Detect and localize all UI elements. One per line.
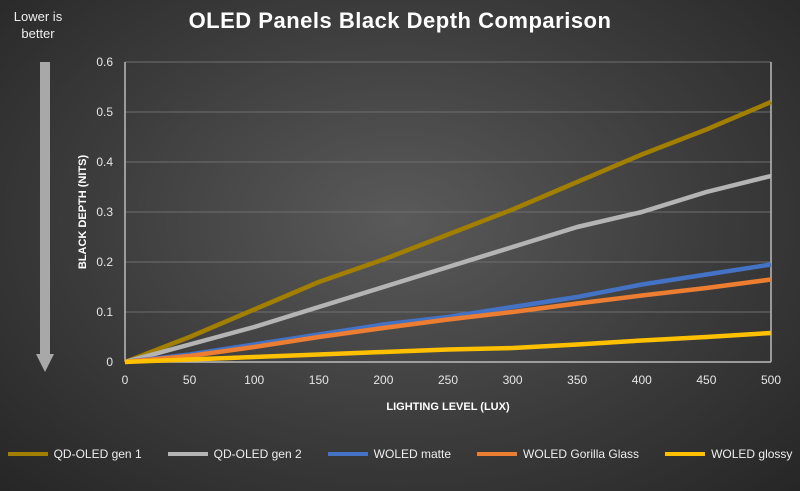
lower-is-better-note: Lower is better [13,9,63,41]
x-tick-label: 150 [309,373,329,387]
legend-label: QD-OLED gen 2 [213,447,302,461]
y-tick-label: 0.1 [96,305,113,319]
x-tick-label: 400 [632,373,652,387]
legend-swatch [7,452,48,456]
legend-label: WOLED Gorilla Glass [523,447,640,461]
y-tick-label: 0.4 [96,155,113,169]
x-tick-label: 450 [696,373,716,387]
legend-swatch [327,452,368,456]
legend-label: WOLED glossy [711,447,793,461]
legend: QD-OLED gen 1 QD-OLED gen 2 WOLED matte WOL… [0,447,800,461]
legend-swatch [477,452,518,456]
series-line-3 [124,277,772,365]
x-tick-label: 300 [503,373,523,387]
y-tick-label: 0 [106,355,113,369]
x-axis-label: LIGHTING LEVEL (LUX) [386,401,510,413]
legend-item: WOLED matte [327,447,452,461]
series-line-0 [124,99,772,365]
x-tick-label: 350 [567,373,587,387]
y-tick-label: 0.2 [96,255,113,269]
x-tick-label: 200 [373,373,393,387]
legend-swatch [665,452,706,456]
chart-title: OLED Panels Black Depth Comparison [188,8,612,33]
legend-label: QD-OLED gen 1 [53,447,142,461]
x-tick-label: 500 [761,373,781,387]
legend-item: WOLED Gorilla Glass [477,447,639,461]
x-tick-label: 250 [438,373,458,387]
legend-item: QD-OLED gen 1 [7,447,142,461]
down-arrow-icon [36,62,54,372]
legend-swatch [167,452,208,456]
x-tick-label: 50 [183,373,197,387]
legend-item: QD-OLED gen 2 [167,447,302,461]
series-line-1 [124,173,772,365]
y-tick-label: 0.5 [96,105,113,119]
legend-item: WOLED glossy [665,447,792,461]
y-axis-label: BLACK DEPTH (NITS) [77,155,89,270]
legend-label: WOLED matte [373,447,452,461]
series-line-4 [124,330,772,365]
y-tick-label: 0.3 [96,205,113,219]
x-tick-label: 100 [244,373,264,387]
y-tick-label: 0.6 [96,55,113,69]
x-tick-label: 0 [122,373,129,387]
